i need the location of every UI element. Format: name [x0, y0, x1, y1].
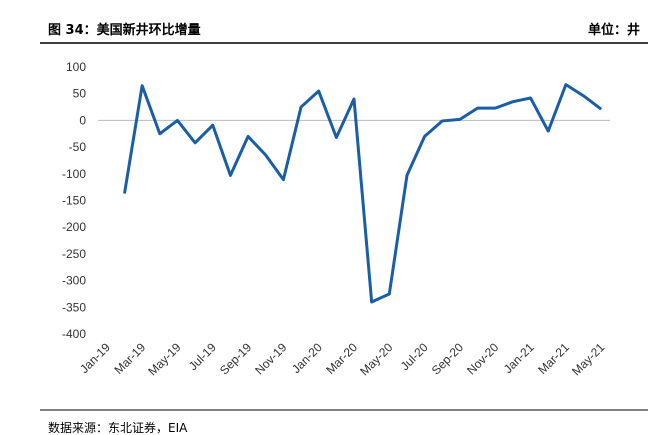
x-tick-label: Nov-19	[252, 340, 289, 377]
y-tick-label: -300	[62, 274, 86, 288]
x-tick-label: Mar-19	[111, 340, 148, 377]
x-tick-label: Jul-20	[398, 340, 431, 373]
unit-label: 单位：井	[588, 22, 640, 38]
y-tick-label: 0	[79, 113, 86, 127]
x-tick-label: May-20	[357, 340, 395, 378]
y-tick-label: -100	[62, 167, 86, 181]
x-tick-label: Sep-19	[217, 340, 254, 377]
x-tick-label: Sep-20	[429, 340, 466, 377]
y-tick-label: 100	[66, 60, 86, 74]
y-tick-label: -150	[62, 194, 86, 208]
x-tick-label: May-19	[145, 340, 183, 378]
x-tick-label: Jan-20	[289, 340, 325, 376]
source: 数据来源：东北证券，EIA	[48, 420, 188, 435]
y-tick-label: -200	[62, 220, 86, 234]
x-tick-label: Nov-20	[464, 340, 501, 377]
chart-title: 图 34：美国新井环比增量	[48, 22, 201, 38]
x-tick-label: May-21	[569, 340, 607, 378]
x-tick-label: Mar-20	[323, 340, 360, 377]
data-line	[123, 83, 603, 304]
y-tick-label: -50	[69, 140, 87, 154]
x-tick-label: Jan-19	[77, 340, 113, 376]
y-tick-label: -250	[62, 247, 86, 261]
x-tick-label: Jul-19	[186, 340, 219, 373]
y-tick-label: -400	[62, 327, 86, 341]
y-tick-label: -350	[62, 300, 86, 314]
y-tick-label: 50	[73, 87, 87, 101]
x-tick-label: Jan-21	[501, 340, 537, 376]
x-tick-label: Mar-21	[535, 340, 572, 377]
